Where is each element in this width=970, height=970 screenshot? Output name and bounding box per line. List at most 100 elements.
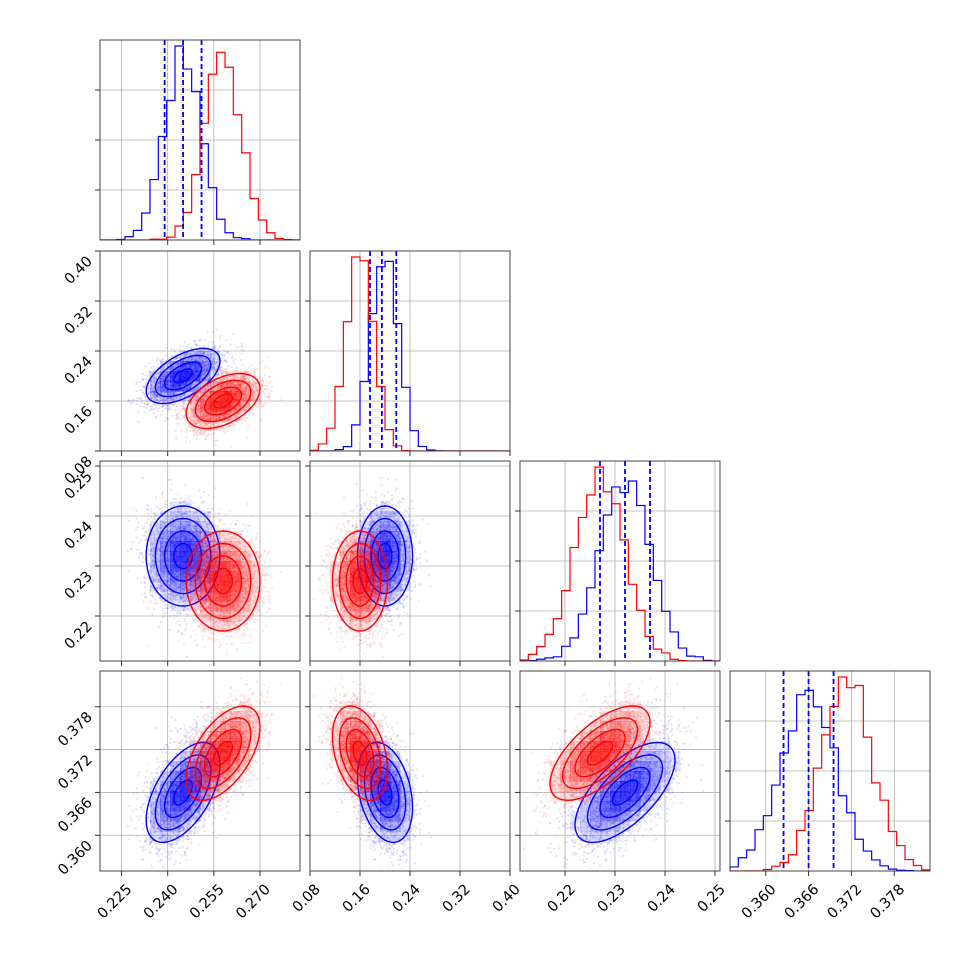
scatter-point (247, 402, 250, 405)
scatter-point (211, 359, 215, 362)
scatter-point (168, 363, 171, 366)
scatter-point (153, 375, 156, 379)
scatter-point (157, 395, 160, 398)
scatter-point (193, 389, 196, 392)
scatter-point (194, 357, 197, 360)
scatter-point (206, 359, 209, 362)
scatter-point (203, 432, 206, 435)
scatter-point (206, 346, 209, 349)
scatter-point (243, 409, 247, 412)
scatter-point (186, 388, 189, 391)
scatter-point (222, 383, 225, 386)
scatter-point (155, 394, 159, 397)
scatter-point (172, 392, 175, 395)
scatter-point (241, 349, 244, 352)
scatter-point (203, 363, 207, 366)
scatter-point (127, 399, 131, 402)
scatter-point (146, 401, 149, 404)
scatter-point (186, 352, 190, 355)
scatter-point (197, 350, 200, 353)
scatter-point (203, 364, 206, 367)
scatter-point (188, 385, 192, 388)
scatter-point (211, 415, 214, 419)
scatter-point (170, 347, 173, 351)
scatter-point (252, 384, 255, 387)
scatter-point (167, 397, 170, 400)
scatter-point (263, 384, 266, 387)
scatter-point (207, 433, 210, 436)
scatter-point (229, 387, 232, 391)
scatter-point (231, 377, 234, 381)
scatter-point (209, 425, 212, 428)
scatter-point (207, 368, 210, 371)
scatter-point (167, 393, 171, 397)
scatter-point (249, 399, 253, 402)
scatter-point (186, 352, 189, 355)
scatter-point (162, 380, 165, 383)
scatter-point (224, 359, 227, 362)
scatter-point (172, 403, 175, 407)
scatter-point (245, 394, 248, 397)
scatter-point (167, 404, 170, 407)
scatter-point (201, 408, 204, 412)
scatter-point (158, 373, 161, 376)
scatter-point (149, 389, 152, 392)
scatter-point (244, 399, 247, 402)
scatter-point (190, 402, 193, 405)
scatter-point (140, 399, 143, 402)
scatter-point (187, 497, 190, 501)
scatter-point (220, 414, 223, 417)
scatter-point (244, 370, 247, 373)
scatter-point (222, 383, 225, 386)
scatter-point (169, 367, 172, 370)
scatter-point (215, 427, 219, 430)
scatter-point (167, 381, 170, 384)
scatter-point (209, 353, 213, 356)
scatter-point (200, 405, 203, 409)
scatter-point (153, 515, 156, 518)
scatter-point (255, 389, 259, 392)
scatter-point (222, 379, 225, 382)
scatter-point (240, 344, 244, 348)
scatter-point (253, 382, 257, 385)
scatter-point (227, 412, 230, 415)
scatter-point (256, 388, 259, 391)
scatter-point (141, 373, 145, 376)
scatter-point (198, 424, 201, 427)
scatter-point (165, 371, 169, 375)
scatter-point (203, 368, 206, 372)
scatter-point (178, 404, 181, 407)
scatter-point (159, 392, 163, 395)
scatter-point (211, 358, 214, 361)
scatter-point (218, 414, 221, 417)
scatter-point (169, 408, 172, 411)
scatter-point (160, 371, 163, 374)
scatter-point (147, 373, 150, 376)
scatter-point (263, 404, 266, 407)
scatter-point (195, 359, 198, 362)
scatter-point (159, 359, 162, 363)
scatter-point (200, 372, 204, 376)
scatter-point (203, 367, 206, 370)
scatter-point (167, 391, 170, 395)
scatter-point (220, 385, 223, 389)
scatter-point (206, 376, 209, 379)
scatter-point (150, 397, 153, 400)
scatter-point (202, 390, 205, 393)
scatter-point (183, 402, 186, 405)
scatter-point (250, 393, 253, 397)
scatter-point (195, 388, 198, 391)
scatter-point (221, 421, 224, 425)
scatter-point (167, 378, 170, 382)
scatter-point (163, 390, 166, 393)
scatter-point (216, 360, 219, 364)
scatter-point (202, 403, 205, 406)
scatter-point (168, 361, 171, 364)
scatter-point (220, 384, 223, 387)
scatter-point (262, 380, 265, 383)
scatter-point (171, 391, 174, 394)
scatter-point (166, 384, 169, 387)
scatter-point (181, 382, 185, 385)
scatter-point (141, 378, 144, 381)
scatter-point (232, 387, 236, 391)
